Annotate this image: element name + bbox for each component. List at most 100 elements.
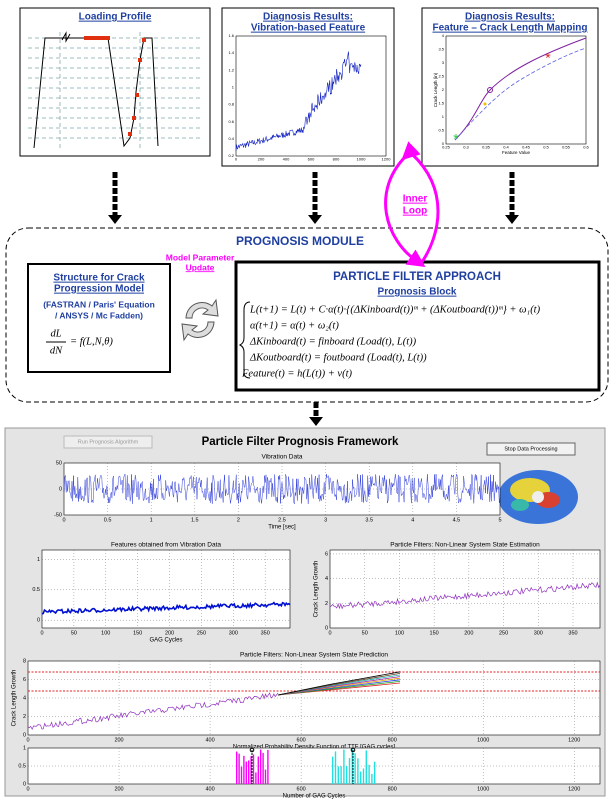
- marker-end: *: [545, 50, 551, 66]
- plot-title: Vibration Data: [261, 454, 302, 461]
- x-tick-label: 0: [62, 517, 65, 523]
- x-tick-label: 0: [328, 630, 331, 636]
- x-tick-label: 1000: [357, 157, 367, 162]
- model-update: Model Parameter: [166, 252, 235, 262]
- x-tick-label: 50: [71, 630, 77, 636]
- x-tick-label: 600: [297, 786, 306, 792]
- model-image: [498, 470, 578, 524]
- plot-area: [236, 36, 386, 156]
- x-tick-label: 0.5: [104, 517, 112, 523]
- x-tick-label: 200: [464, 630, 473, 636]
- y-tick-label: 1.6: [228, 33, 234, 38]
- x-tick-label: 0: [26, 737, 29, 743]
- x-tick-label: 150: [430, 630, 439, 636]
- y-tick-label: 0.5: [438, 128, 444, 133]
- plot-title: Particle Filters: Non-Linear System Stat…: [390, 542, 540, 549]
- pdf-bar: [262, 753, 263, 784]
- block-title: Prognosis Block: [378, 287, 457, 298]
- x-tick-label: 800: [388, 786, 397, 792]
- y-tick-label: 0.4: [228, 136, 234, 141]
- x-tick-label: 100: [101, 630, 110, 636]
- particle-title: PARTICLE FILTER APPROACH: [333, 271, 501, 283]
- pdf-bar: [368, 765, 369, 784]
- equation-den: dN: [50, 345, 63, 356]
- plot-title: Particle Filters: Non-Linear System Stat…: [240, 652, 388, 659]
- structure-subtitle: (FASTRAN / Paris' Equation: [43, 299, 155, 309]
- y-tick-label: 50: [56, 460, 62, 466]
- profile-marker: [128, 132, 132, 136]
- equation-num: dL: [50, 328, 61, 339]
- framework-title: Particle Filter Prognosis Framework: [202, 436, 399, 448]
- x-tick-label: 150: [133, 630, 142, 636]
- inner-loop-label: Loop: [403, 206, 427, 217]
- y-axis-label: Crack Length Growth: [313, 561, 319, 618]
- y-tick-label: 2: [325, 601, 328, 607]
- x-tick-label: 2.5: [278, 517, 286, 523]
- x-tick-label: 0.35: [482, 145, 491, 150]
- y-tick-label: 8: [23, 658, 26, 664]
- y-tick-label: 2.5: [438, 74, 444, 79]
- y-tick-label: 6: [23, 677, 26, 683]
- x-tick-label: 1000: [477, 737, 489, 743]
- y-tick-label: 1.5: [438, 101, 444, 106]
- y-tick-label: 0: [37, 618, 40, 624]
- cycle-icon: [182, 300, 218, 340]
- pdf-bar: [248, 760, 249, 784]
- plot-area: [446, 36, 586, 144]
- marker-mid: [484, 103, 487, 106]
- y-tick-label: 0.2: [228, 153, 234, 158]
- model-update: Update: [186, 262, 215, 272]
- y-tick-label: 1.2: [228, 67, 234, 72]
- x-tick-label: 0.5: [543, 145, 549, 150]
- x-tick-label: 250: [499, 630, 508, 636]
- equation-rhs: = f(L,N,θ): [70, 336, 113, 347]
- marker-start: *: [453, 131, 459, 147]
- page: PROGNOSIS MODULE Model Parameter Update …: [0, 0, 616, 800]
- module-title: PROGNOSIS MODULE: [236, 234, 364, 248]
- arrow-head: [505, 215, 519, 224]
- panel-title: Feature – Crack Length Mapping: [432, 23, 587, 34]
- structure-subtitle: / ANSYS / Mc Fadden): [55, 310, 143, 320]
- x-tick-label: 0.4: [503, 145, 509, 150]
- y-tick-label: 4: [325, 576, 328, 582]
- pdf-bar: [243, 756, 244, 784]
- x-tick-label: 4: [411, 517, 414, 523]
- panel-title: Vibration-based Feature: [251, 23, 366, 34]
- equation: Feature(t) = h(L(t)) + v(t): [241, 368, 352, 379]
- pdf-bar: [258, 756, 259, 784]
- pdf-bar: [267, 750, 268, 784]
- pdf-bar: [374, 762, 375, 784]
- x-axis-label: GAG Cycles: [149, 638, 182, 644]
- profile-marker: [132, 116, 136, 120]
- pdf-bar: [332, 757, 333, 784]
- x-tick-label: 1.5: [191, 517, 199, 523]
- structure-title: Structure for Crack: [53, 273, 145, 284]
- profile-marker: [142, 38, 146, 42]
- pdf-bar: [366, 750, 367, 784]
- x-axis-label: Time [sec]: [268, 525, 296, 531]
- pdf-bar: [241, 767, 242, 784]
- x-tick-label: 0.25: [442, 145, 451, 150]
- x-tick-label: 2: [237, 517, 240, 523]
- x-tick-label: 0.3: [463, 145, 469, 150]
- pdf-bar: [354, 753, 355, 784]
- run-button-label[interactable]: Run Prognosis Algorithm: [78, 439, 139, 445]
- plot-title: Features obtained from Vibration Data: [111, 542, 221, 549]
- arrow-head: [108, 215, 122, 224]
- x-tick-label: 350: [261, 630, 270, 636]
- x-axis-label: Number of GAG Cycles: [283, 794, 346, 800]
- x-tick-label: 1000: [477, 786, 489, 792]
- pdf-bar: [338, 766, 339, 784]
- y-axis-label: Crack Length (in): [433, 72, 438, 107]
- x-tick-label: 4.5: [453, 517, 461, 523]
- pdf-bar: [246, 762, 247, 784]
- pdf-bar: [340, 766, 341, 784]
- stop-button-label[interactable]: Stop Data Processing: [504, 446, 557, 452]
- y-tick-label: 1.4: [228, 50, 234, 55]
- pdf-bar: [349, 758, 350, 784]
- x-tick-label: 1200: [568, 786, 580, 792]
- x-tick-label: 200: [258, 157, 265, 162]
- x-tick-label: 5: [498, 517, 501, 523]
- x-tick-label: 600: [308, 157, 315, 162]
- x-tick-label: 350: [568, 630, 577, 636]
